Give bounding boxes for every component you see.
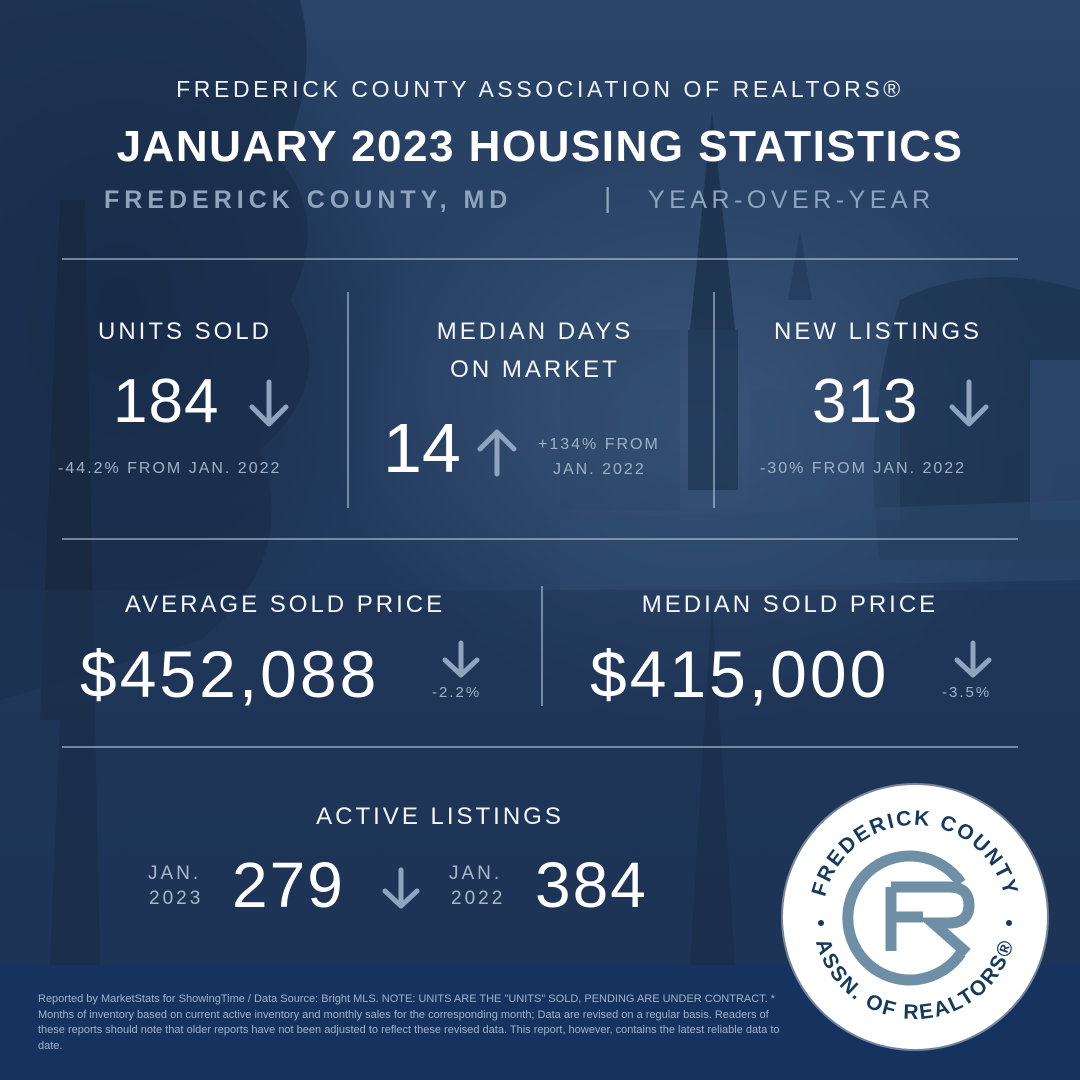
median-days-change-line1: +134% FROM bbox=[538, 436, 660, 453]
footer-disclaimer: Reported by MarketStats for ShowingTime … bbox=[38, 993, 780, 1052]
average-sold-price-label: AVERAGE SOLD PRICE bbox=[124, 591, 446, 618]
median-sold-price-label: MEDIAN SOLD PRICE bbox=[641, 591, 939, 618]
subtitle-separator: | bbox=[604, 182, 612, 213]
average-sold-price-change: -2.2% bbox=[432, 684, 482, 701]
arrow-down-icon bbox=[380, 866, 422, 912]
arrow-down-icon bbox=[248, 378, 290, 430]
divider-lower bbox=[62, 746, 1018, 748]
new-listings-label: NEW LISTINGS bbox=[773, 318, 983, 345]
new-listings-value: 313 bbox=[812, 367, 919, 436]
median-sold-price-value: $415,000 bbox=[590, 637, 890, 711]
arrow-down-icon bbox=[952, 640, 994, 680]
divider-top bbox=[62, 258, 1018, 260]
median-days-value: 14 bbox=[383, 409, 461, 487]
logo-monogram-icon bbox=[842, 850, 975, 986]
new-listings-change: -30% FROM JAN. 2022 bbox=[760, 460, 967, 477]
units-sold-value: 184 bbox=[113, 367, 220, 436]
divider-middle bbox=[62, 538, 1018, 540]
median-sold-price-change: -3.5% bbox=[942, 684, 992, 701]
active-listings-current-value: 279 bbox=[232, 849, 345, 921]
comparison-label: YEAR-OVER-YEAR bbox=[648, 186, 935, 214]
divider-vertical-3 bbox=[541, 586, 543, 706]
region-label: FREDERICK COUNTY, MD bbox=[104, 186, 513, 214]
arrow-down-icon bbox=[948, 378, 990, 430]
current-year-label: 2023 bbox=[149, 888, 204, 909]
divider-vertical-2 bbox=[713, 292, 715, 508]
organization-name: FREDERICK COUNTY ASSOCIATION OF REALTORS… bbox=[176, 76, 904, 102]
current-month-label: JAN. bbox=[148, 863, 202, 884]
median-days-change-line2: JAN. 2022 bbox=[553, 461, 646, 478]
page-title: JANUARY 2023 HOUSING STATISTICS bbox=[116, 122, 964, 171]
active-listings-prior-value: 384 bbox=[535, 849, 648, 921]
units-sold-label: UNITS SOLD bbox=[97, 318, 273, 345]
median-days-label-line2: ON MARKET bbox=[450, 356, 620, 383]
prior-month-label: JAN. bbox=[449, 863, 503, 884]
arrow-up-icon bbox=[476, 426, 518, 478]
median-days-label-line1: MEDIAN DAYS bbox=[436, 318, 634, 345]
prior-year-label: 2022 bbox=[451, 888, 506, 909]
association-logo: FREDERICK COUNTY ASSN. OF REALTORS® bbox=[783, 785, 1047, 1049]
units-sold-change: -44.2% FROM JAN. 2022 bbox=[58, 460, 282, 477]
logo-seal-graphic: FREDERICK COUNTY ASSN. OF REALTORS® bbox=[808, 807, 1021, 1025]
divider-vertical-1 bbox=[347, 292, 349, 508]
average-sold-price-value: $452,088 bbox=[80, 637, 380, 711]
arrow-down-icon bbox=[440, 640, 482, 680]
active-listings-label: ACTIVE LISTINGS bbox=[316, 803, 564, 830]
